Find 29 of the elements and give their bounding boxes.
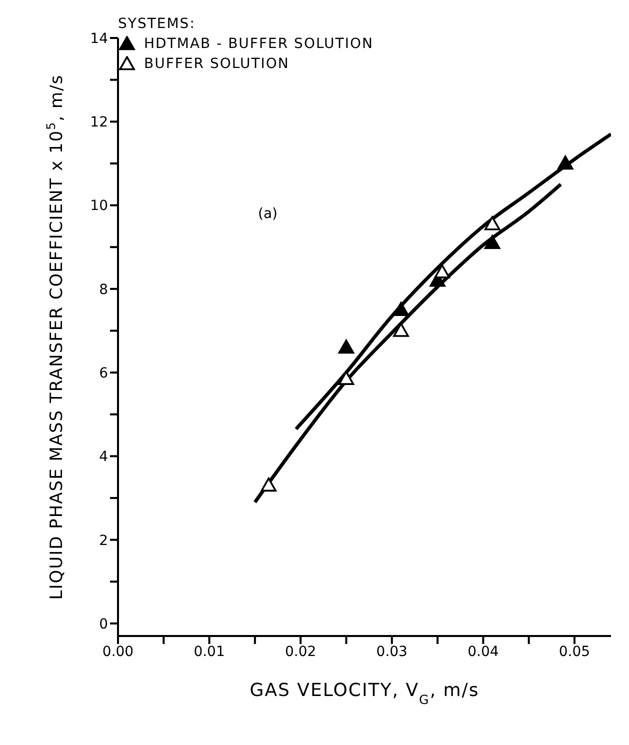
- x-tick-label: 0.01: [194, 644, 225, 660]
- y-tick-label: 4: [99, 449, 108, 466]
- x-tick-label: 0.02: [285, 644, 316, 660]
- x-tick-label: 0.00: [102, 644, 134, 660]
- point: [484, 235, 500, 250]
- y-tick-label: 14: [90, 30, 108, 47]
- line-series: [253, 182, 563, 504]
- annotation: (a): [258, 206, 278, 222]
- y-tick-label: 12: [90, 114, 108, 131]
- point: [393, 322, 409, 337]
- point: [338, 340, 354, 354]
- y-tick-label: 10: [90, 198, 108, 214]
- line-series: [294, 132, 611, 431]
- point: [484, 216, 500, 230]
- y-tick-label: 6: [99, 366, 108, 382]
- y-tick-label: 8: [99, 282, 108, 298]
- x-tick-label: 0.04: [468, 644, 499, 660]
- y-tick-label: 0: [99, 616, 108, 632]
- point: [260, 478, 277, 492]
- x-tick-label: 0.05: [558, 644, 590, 660]
- legend-title: SYSTEMS:: [118, 16, 196, 32]
- y-tick-label: 2: [99, 532, 108, 549]
- x-tick-label: 0.03: [376, 644, 408, 660]
- point: [434, 264, 450, 278]
- x-axis-title: GAS VELOCITY, V$_{G}$, m/s: [250, 680, 480, 706]
- legend-label: HDTMAB - BUFFER SOLUTION: [144, 35, 374, 54]
- point: [557, 156, 574, 170]
- legend-label: BUFFER SOLUTION: [144, 55, 290, 74]
- point: [393, 302, 409, 316]
